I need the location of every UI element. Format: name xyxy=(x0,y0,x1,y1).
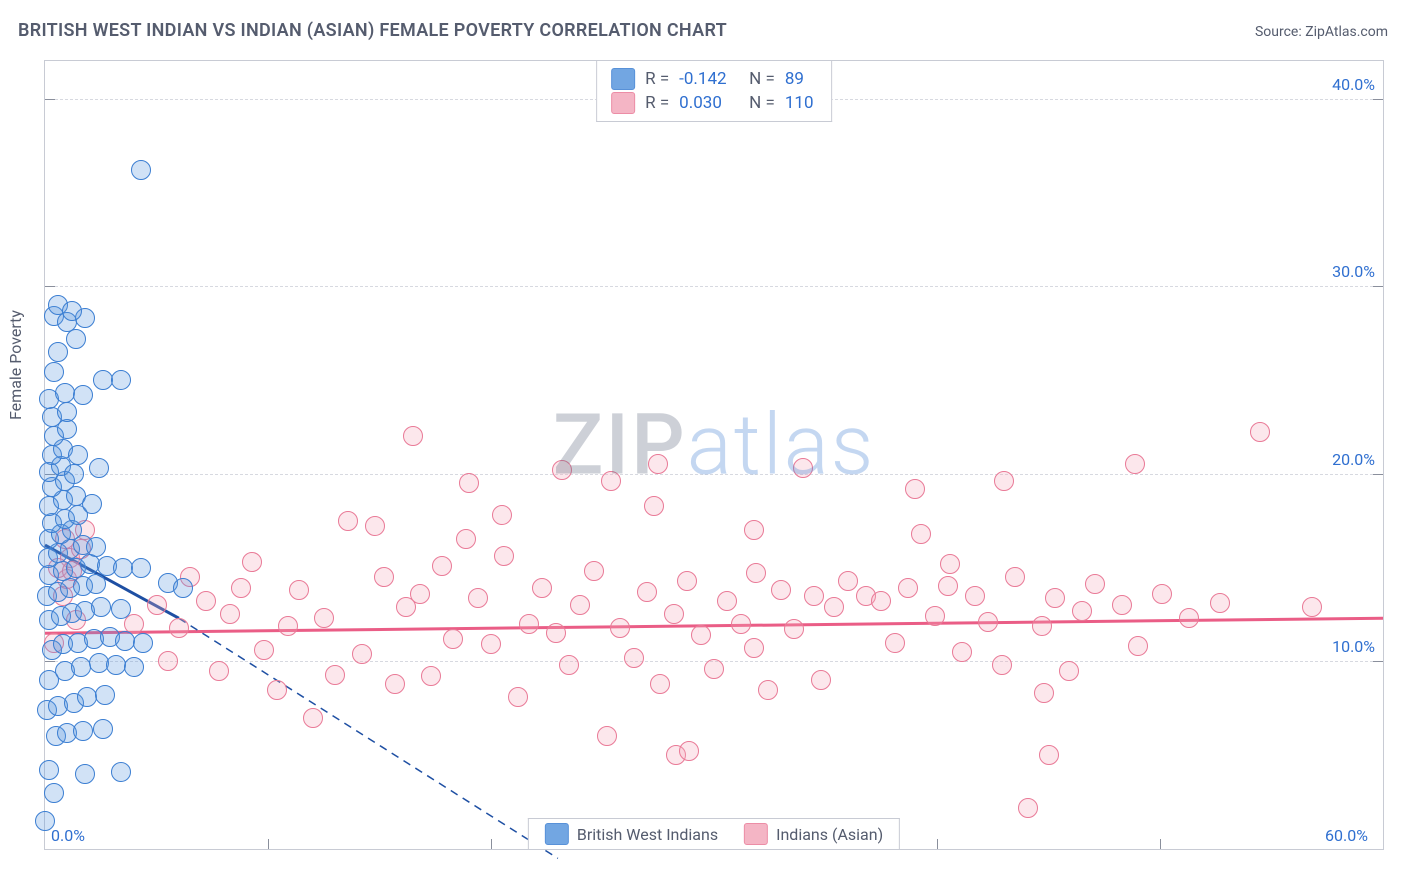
y-axis-label: Female Poverty xyxy=(6,310,25,420)
data-point xyxy=(93,719,113,739)
data-point xyxy=(1045,588,1065,608)
data-point xyxy=(73,385,93,405)
data-point xyxy=(704,659,724,679)
r-value-pink: 0.030 xyxy=(679,91,739,115)
data-point xyxy=(838,571,858,591)
data-point xyxy=(71,657,91,677)
data-point xyxy=(169,618,189,638)
data-point xyxy=(75,764,95,784)
series-label-pink: Indians (Asian) xyxy=(776,825,883,844)
data-point xyxy=(93,370,113,390)
data-point xyxy=(89,458,109,478)
data-point xyxy=(385,674,405,694)
n-label-blue: N = xyxy=(749,67,775,91)
data-point xyxy=(584,561,604,581)
data-point xyxy=(1302,597,1322,617)
data-point xyxy=(443,629,463,649)
correlation-row-blue: R = -0.142 N = 89 xyxy=(611,67,817,91)
series-item-pink: Indians (Asian) xyxy=(744,823,883,845)
data-point xyxy=(91,597,111,617)
data-point xyxy=(267,680,287,700)
data-point xyxy=(64,464,84,484)
series-legend: British West Indians Indians (Asian) xyxy=(528,818,900,849)
data-point xyxy=(35,811,55,831)
data-point xyxy=(44,783,64,803)
data-point xyxy=(131,160,151,180)
data-point xyxy=(374,567,394,587)
data-point xyxy=(459,473,479,493)
data-point xyxy=(624,648,644,668)
scatter-plot xyxy=(45,61,1383,849)
data-point xyxy=(771,580,791,600)
data-point xyxy=(905,479,925,499)
data-point xyxy=(278,616,298,636)
data-point xyxy=(158,651,178,671)
swatch-pink xyxy=(611,92,635,114)
source-value: ZipAtlas.com xyxy=(1305,24,1388,40)
data-point xyxy=(637,582,657,602)
r-label-blue: R = xyxy=(645,67,669,91)
r-value-blue: -0.142 xyxy=(679,67,739,91)
n-value-blue: 89 xyxy=(785,67,817,91)
data-point xyxy=(133,633,153,653)
data-point xyxy=(925,606,945,626)
data-point xyxy=(82,494,102,514)
series-label-blue: British West Indians xyxy=(577,825,718,844)
data-point xyxy=(338,511,358,531)
data-point xyxy=(468,588,488,608)
n-value-pink: 110 xyxy=(785,91,817,115)
data-point xyxy=(1072,601,1092,621)
data-point xyxy=(965,586,985,606)
data-point xyxy=(952,642,972,662)
swatch-blue-icon xyxy=(545,823,569,845)
data-point xyxy=(62,301,82,321)
series-item-blue: British West Indians xyxy=(545,823,718,845)
data-point xyxy=(303,708,323,728)
data-point xyxy=(111,370,131,390)
swatch-pink-icon xyxy=(744,823,768,845)
data-point xyxy=(410,584,430,604)
data-point xyxy=(677,571,697,591)
data-point xyxy=(432,556,452,576)
data-point xyxy=(1039,745,1059,765)
swatch-blue xyxy=(611,68,635,90)
data-point xyxy=(546,623,566,643)
data-point xyxy=(885,633,905,653)
chart-title: BRITISH WEST INDIAN VS INDIAN (ASIAN) FE… xyxy=(18,20,727,41)
data-point xyxy=(691,625,711,645)
data-point xyxy=(1005,567,1025,587)
data-point xyxy=(111,599,131,619)
data-point xyxy=(314,608,334,628)
data-point xyxy=(644,496,664,516)
r-label-pink: R = xyxy=(645,91,669,115)
source-label: Source: xyxy=(1255,24,1305,40)
data-point xyxy=(992,655,1012,675)
data-point xyxy=(196,591,216,611)
data-point xyxy=(325,665,345,685)
correlation-legend: R = -0.142 N = 89 R = 0.030 N = 110 xyxy=(596,61,832,122)
source-attribution: Source: ZipAtlas.com xyxy=(1255,24,1388,40)
data-point xyxy=(731,614,751,634)
data-point xyxy=(147,595,167,615)
data-point xyxy=(73,721,93,741)
data-point xyxy=(131,558,151,578)
data-point xyxy=(352,644,372,664)
data-point xyxy=(1128,636,1148,656)
correlation-row-pink: R = 0.030 N = 110 xyxy=(611,91,817,115)
data-point xyxy=(209,661,229,681)
data-point xyxy=(610,618,630,638)
chart-frame: ZIPatlas R = -0.142 N = 89 R = 0.030 N =… xyxy=(44,60,1384,850)
data-point xyxy=(111,762,131,782)
data-point xyxy=(254,640,274,660)
n-label-pink: N = xyxy=(749,91,775,115)
data-point xyxy=(758,680,778,700)
data-point xyxy=(804,586,824,606)
data-point xyxy=(1152,584,1172,604)
data-point xyxy=(1059,661,1079,681)
data-point xyxy=(1032,616,1052,636)
data-point xyxy=(519,614,539,634)
data-point xyxy=(508,687,528,707)
